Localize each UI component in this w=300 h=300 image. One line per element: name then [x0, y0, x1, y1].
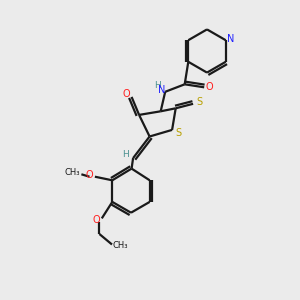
Text: H: H — [122, 150, 129, 159]
Text: CH₃: CH₃ — [64, 168, 80, 177]
Text: O: O — [86, 170, 93, 180]
Text: N: N — [227, 34, 235, 44]
Text: S: S — [176, 128, 182, 139]
Text: S: S — [196, 97, 202, 107]
Text: CH₃: CH₃ — [112, 242, 128, 250]
Text: O: O — [93, 215, 100, 225]
Text: O: O — [122, 89, 130, 99]
Text: N: N — [158, 85, 165, 95]
Text: O: O — [206, 82, 213, 92]
Text: H: H — [154, 81, 161, 90]
